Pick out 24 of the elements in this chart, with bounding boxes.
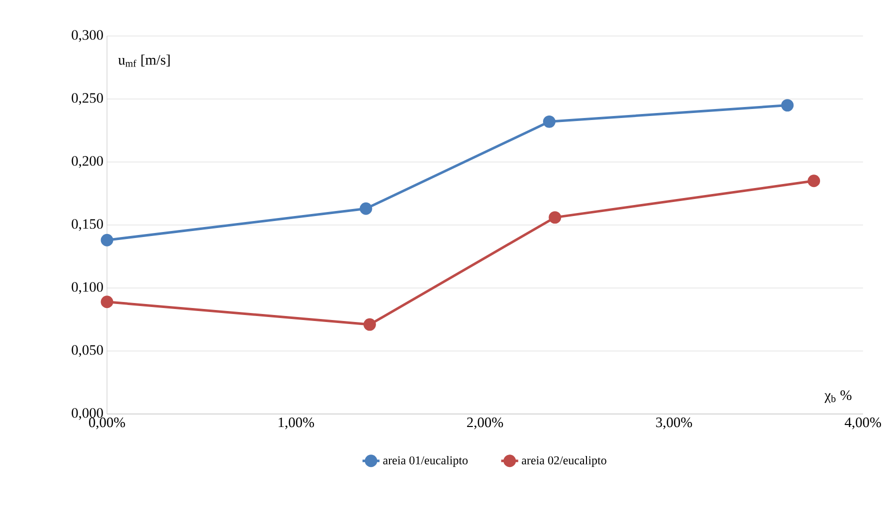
y-tick-label: 0,300 <box>72 30 103 42</box>
point <box>781 99 794 112</box>
y-tick-label: 0,050 <box>72 345 103 357</box>
y-tick-label: 0,100 <box>72 282 103 294</box>
x-tick-label: 4,00% <box>844 418 882 430</box>
point <box>808 174 820 188</box>
y-tick-label: 0,000 <box>72 408 103 420</box>
x-tick-label: 1,00% <box>278 418 314 430</box>
y-tick-label: 0,200 <box>72 156 103 168</box>
y-tick-label: 0,250 <box>72 93 103 105</box>
point <box>100 296 114 308</box>
legend-label: areia 01/eucalipto <box>383 456 468 467</box>
x-tick-label: 0,00% <box>89 418 126 430</box>
x-tick-label: 2,00% <box>467 418 504 430</box>
y-tick-label: 0,150 <box>72 219 103 231</box>
point <box>363 318 376 331</box>
point <box>360 202 372 215</box>
y-axis-title: u$_{mf}$ [m/s] <box>118 54 170 67</box>
legend-label: areia 02/eucalipto <box>522 456 606 467</box>
point <box>548 211 562 224</box>
x-axis-title: χ$_{b}$ % <box>824 390 852 403</box>
point <box>100 234 114 246</box>
x-tick-label: 3,00% <box>656 418 692 430</box>
point <box>543 115 556 128</box>
